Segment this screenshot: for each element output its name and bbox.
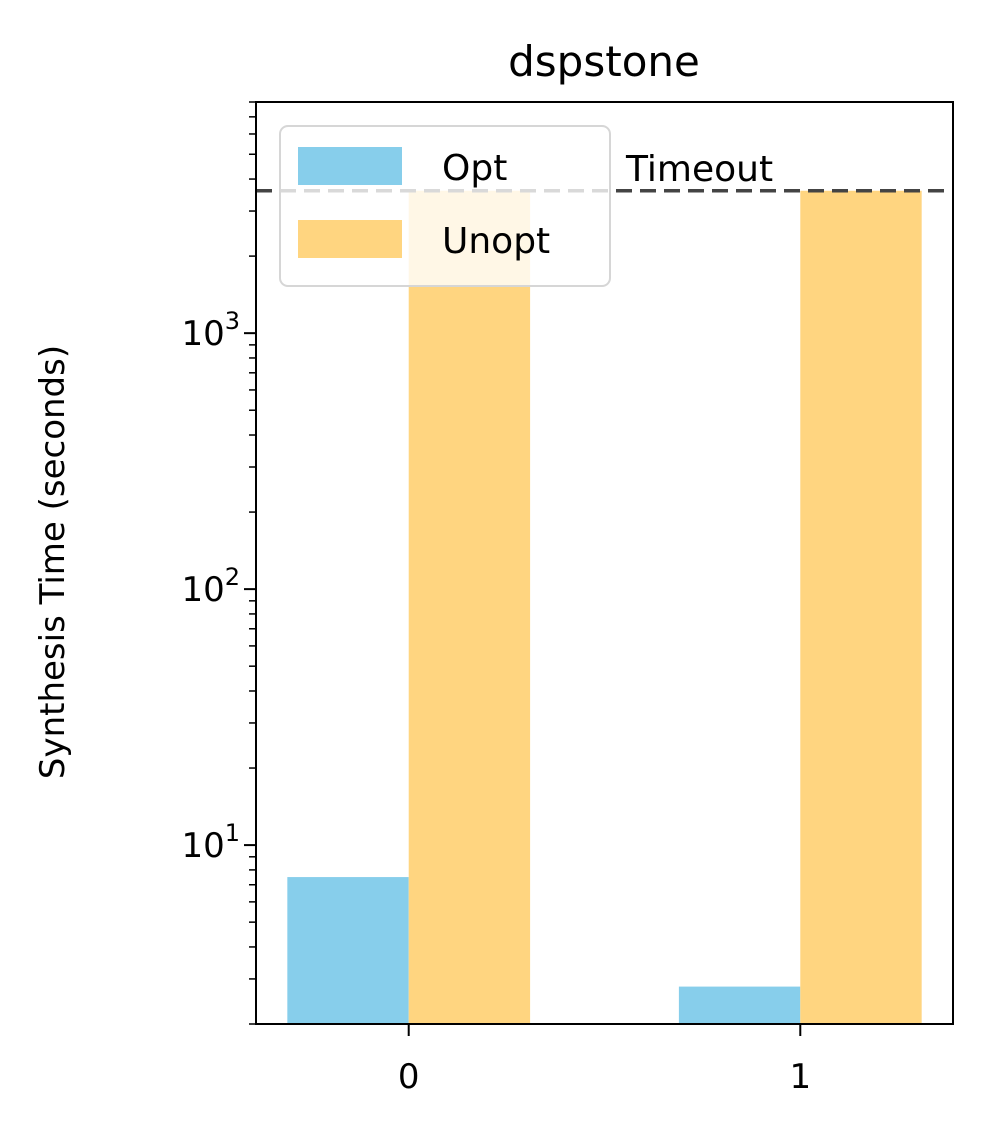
legend-swatch-opt [298, 147, 402, 185]
legend-label-opt: Opt [442, 148, 507, 189]
plot-frame [255, 101, 954, 1025]
y-axis-label: Synthesis Time (seconds) [33, 345, 73, 779]
legend-swatch-unopt [298, 220, 402, 258]
bar-unopt-1 [800, 190, 922, 1025]
timeout-label: Timeout [625, 149, 773, 190]
y-tick-label: 102 [181, 563, 240, 610]
bar-opt-1 [678, 986, 801, 1024]
legend-label-unopt: Unopt [442, 221, 550, 262]
bar-unopt-0 [408, 190, 531, 1025]
y-tick-label: 103 [181, 307, 240, 354]
x-tick-label: 0 [398, 1057, 420, 1097]
bar-opt-0 [287, 877, 409, 1024]
bars-layer [287, 190, 922, 1025]
y-tick-label: 101 [181, 819, 240, 866]
axes-layer: 101 102 103 0 1 [181, 101, 954, 1097]
x-tick-label: 1 [789, 1057, 811, 1097]
legend: Opt Unopt [279, 125, 611, 287]
chart-title: dspstone [508, 37, 700, 86]
